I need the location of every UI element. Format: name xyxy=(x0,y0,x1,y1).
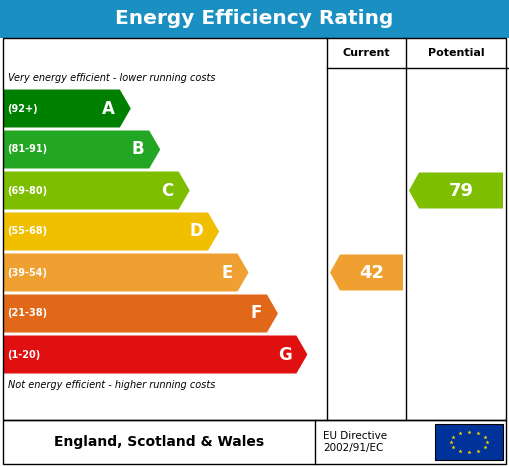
Text: 79: 79 xyxy=(448,182,473,199)
Text: C: C xyxy=(161,182,174,199)
Text: B: B xyxy=(132,141,144,158)
Text: (92+): (92+) xyxy=(7,104,38,113)
Text: A: A xyxy=(102,99,115,118)
Text: (69-80): (69-80) xyxy=(7,185,47,196)
Text: (1-20): (1-20) xyxy=(7,349,40,360)
Text: (21-38): (21-38) xyxy=(7,309,47,318)
FancyBboxPatch shape xyxy=(0,0,509,38)
Text: E: E xyxy=(221,263,233,282)
Polygon shape xyxy=(3,295,278,333)
Text: Not energy efficient - higher running costs: Not energy efficient - higher running co… xyxy=(8,380,215,390)
Polygon shape xyxy=(3,335,307,374)
Text: F: F xyxy=(250,304,262,323)
Polygon shape xyxy=(3,171,190,210)
Polygon shape xyxy=(330,255,403,290)
FancyBboxPatch shape xyxy=(435,424,503,460)
Text: 42: 42 xyxy=(359,263,384,282)
Polygon shape xyxy=(3,254,248,291)
Text: Potential: Potential xyxy=(428,48,484,58)
Polygon shape xyxy=(3,212,219,250)
Text: Energy Efficiency Rating: Energy Efficiency Rating xyxy=(116,9,393,28)
Text: (39-54): (39-54) xyxy=(7,268,47,277)
Polygon shape xyxy=(3,130,160,169)
Text: (55-68): (55-68) xyxy=(7,226,47,236)
Text: EU Directive
2002/91/EC: EU Directive 2002/91/EC xyxy=(323,431,387,453)
Text: (81-91): (81-91) xyxy=(7,144,47,155)
Text: Current: Current xyxy=(343,48,390,58)
Text: G: G xyxy=(277,346,291,363)
Polygon shape xyxy=(409,172,503,208)
Text: D: D xyxy=(189,222,203,241)
Text: Very energy efficient - lower running costs: Very energy efficient - lower running co… xyxy=(8,73,216,83)
Polygon shape xyxy=(3,90,131,127)
Text: England, Scotland & Wales: England, Scotland & Wales xyxy=(54,435,264,449)
